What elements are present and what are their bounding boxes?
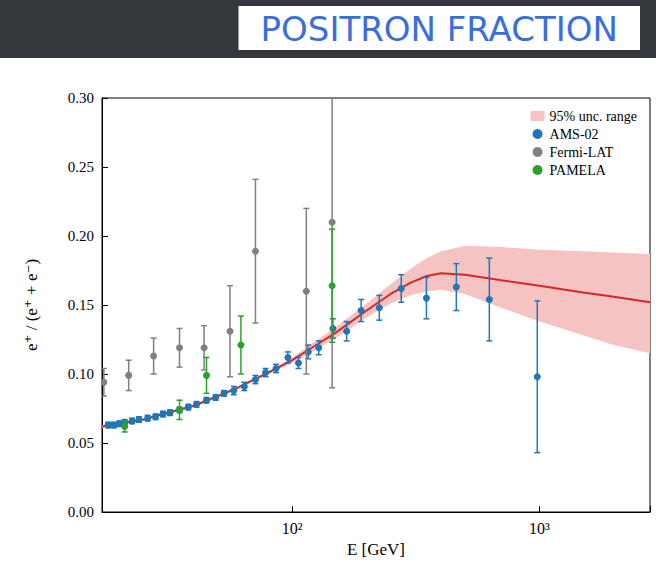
svg-text:AMS-02: AMS-02 xyxy=(550,127,599,142)
svg-text:0.20: 0.20 xyxy=(68,228,94,244)
svg-text:POSITRON FRACTION: POSITRON FRACTION xyxy=(261,9,618,49)
svg-text:95% unc. range: 95% unc. range xyxy=(550,109,637,124)
svg-text:0.30: 0.30 xyxy=(68,90,94,106)
svg-text:0.00: 0.00 xyxy=(68,504,94,520)
svg-text:0.05: 0.05 xyxy=(68,435,94,451)
svg-text:E [GeV]: E [GeV] xyxy=(347,540,405,559)
svg-text:e⁺ / (e⁺ + e⁻): e⁺ / (e⁺ + e⁻) xyxy=(22,259,41,351)
svg-text:0.15: 0.15 xyxy=(68,297,94,313)
svg-text:10³: 10³ xyxy=(529,520,550,537)
svg-text:PAMELA: PAMELA xyxy=(550,163,607,178)
svg-text:0.25: 0.25 xyxy=(68,159,94,175)
svg-text:Fermi-LAT: Fermi-LAT xyxy=(550,145,614,160)
svg-text:10²: 10² xyxy=(282,520,303,537)
svg-text:0.10: 0.10 xyxy=(68,366,94,382)
